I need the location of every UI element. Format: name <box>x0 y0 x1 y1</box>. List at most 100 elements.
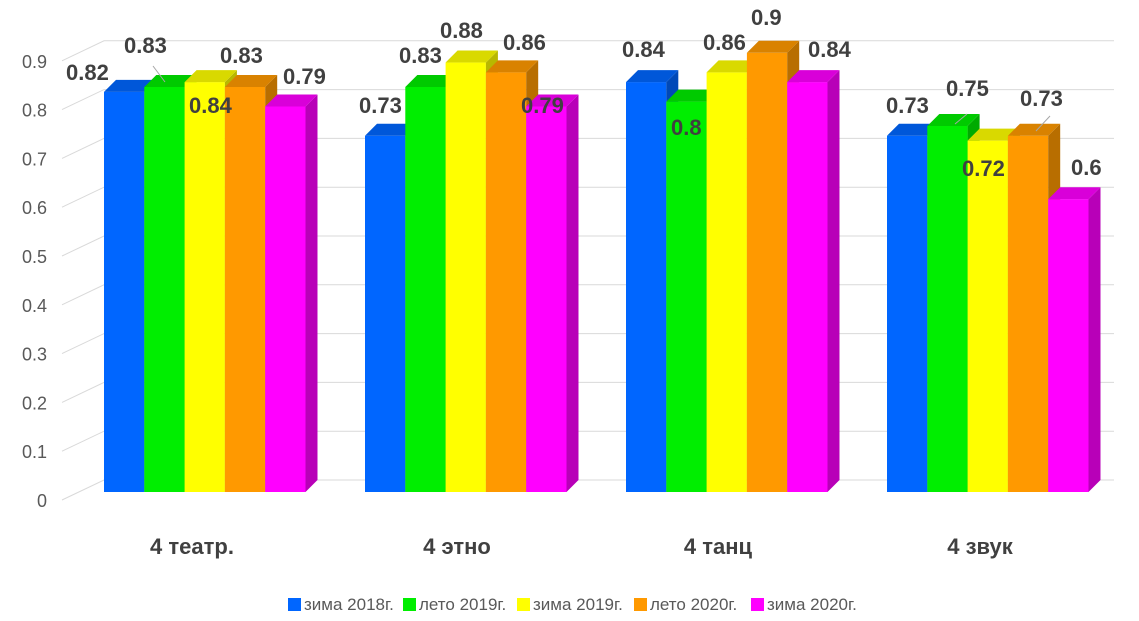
legend-label: лето 2020г. <box>650 595 737 614</box>
data-label: 0.9 <box>751 5 782 30</box>
x-axis-categories: 4 театр. 4 этно 4 танц 4 звук <box>150 534 1014 559</box>
data-label: 0.72 <box>962 156 1005 181</box>
bar-front <box>526 106 567 492</box>
data-label: 0.73 <box>1020 86 1063 111</box>
data-label-leader <box>954 113 968 125</box>
bar-front <box>1048 199 1089 492</box>
bar-front <box>445 62 486 493</box>
legend-item: зима 2019г. <box>517 595 623 614</box>
bar-front <box>666 101 707 492</box>
data-label: 0.6 <box>1071 155 1102 180</box>
data-label: 0.8 <box>671 115 702 140</box>
y-tick-label: 0.1 <box>22 442 47 462</box>
legend-swatch <box>517 598 530 611</box>
bar-front <box>706 72 747 492</box>
y-tick-label: 0.2 <box>22 393 47 413</box>
bar-top <box>706 60 759 73</box>
bar-top <box>1007 123 1061 136</box>
data-label: 0.83 <box>399 43 442 68</box>
data-label: 0.83 <box>220 43 263 68</box>
bar-top <box>445 50 498 63</box>
data-labels: 0.820.830.840.830.790.730.830.88 0.860.79… <box>66 5 1102 181</box>
bar-top <box>405 74 458 87</box>
legend-swatch <box>403 598 416 611</box>
legend-item: зима 2020г. <box>751 595 857 614</box>
bar-front <box>626 82 667 492</box>
data-label: 0.84 <box>622 37 666 62</box>
data-label: 0.88 <box>440 18 483 43</box>
data-label: 0.79 <box>521 93 564 118</box>
bar-side <box>305 94 318 492</box>
legend-item: зима 2018г. <box>288 595 394 614</box>
bar-front <box>365 135 406 492</box>
y-tick-label: 0.8 <box>22 101 47 121</box>
bar-front <box>485 72 527 492</box>
legend-item: лето 2020г. <box>634 595 737 614</box>
category-label: 4 театр. <box>150 534 234 559</box>
legend-swatch <box>751 598 764 611</box>
legend-swatch <box>288 598 301 611</box>
bar-front <box>1007 135 1049 492</box>
bar-front <box>746 52 788 493</box>
legend-label: лето 2019г. <box>419 595 506 614</box>
legend-item: лето 2019г. <box>403 595 506 614</box>
data-label-leader <box>1035 115 1051 132</box>
bar-top <box>887 123 940 136</box>
bars <box>104 40 1101 493</box>
category-label: 4 этно <box>423 534 491 559</box>
bar-side <box>566 94 579 492</box>
bar-front <box>927 126 968 492</box>
bar-top <box>485 60 539 73</box>
bar-top <box>927 114 980 126</box>
bar <box>787 70 840 492</box>
bar-top <box>967 128 1020 141</box>
bar <box>1048 187 1101 492</box>
data-label: 0.73 <box>359 93 402 118</box>
category-label: 4 танц <box>684 534 753 559</box>
bar-top <box>666 89 719 102</box>
bar-side <box>827 70 840 492</box>
legend: зима 2018г. лето 2019г. зима 2019г. лето 20… <box>288 595 857 614</box>
bar-top <box>224 74 278 87</box>
bar-front <box>787 82 828 492</box>
bar-top <box>746 40 800 53</box>
legend-label: зима 2020г. <box>767 595 857 614</box>
data-label: 0.75 <box>946 76 989 101</box>
y-tick-label: 0.4 <box>22 296 47 316</box>
bar-top <box>265 94 318 107</box>
legend-swatch <box>634 598 647 611</box>
bar-side <box>1088 187 1101 492</box>
bar-front <box>104 91 145 492</box>
data-label: 0.84 <box>189 93 233 118</box>
category-label: 4 звук <box>947 534 1013 559</box>
bar-front <box>144 86 185 493</box>
bar-top <box>787 70 840 83</box>
bar-top <box>144 74 197 87</box>
bar-top <box>365 123 418 136</box>
bar-front <box>967 140 1008 492</box>
y-tick-label: 0.7 <box>22 149 47 169</box>
bar-top <box>184 70 237 83</box>
data-label: 0.84 <box>808 37 852 62</box>
data-label: 0.86 <box>703 30 746 55</box>
legend-label: зима 2018г. <box>304 595 394 614</box>
y-tick-label: 0.6 <box>22 198 47 218</box>
y-tick-label: 0.3 <box>22 345 47 365</box>
bar-top <box>104 79 157 92</box>
y-axis-ticks: 0 0.1 0.2 0.3 0.4 0.5 0.6 0.7 0.8 0.9 <box>22 52 47 511</box>
bar-top <box>626 70 679 83</box>
bar <box>265 94 318 492</box>
bar-front <box>887 135 928 492</box>
bar <box>526 94 579 492</box>
bar-front <box>265 106 306 492</box>
bar-front <box>184 82 225 492</box>
data-label: 0.83 <box>124 33 167 58</box>
y-tick-label: 0 <box>37 491 47 511</box>
legend-label: зима 2019г. <box>533 595 623 614</box>
data-label: 0.73 <box>886 93 929 118</box>
data-label: 0.79 <box>283 64 326 89</box>
bar-top <box>1048 187 1101 200</box>
bar-top <box>526 94 579 107</box>
